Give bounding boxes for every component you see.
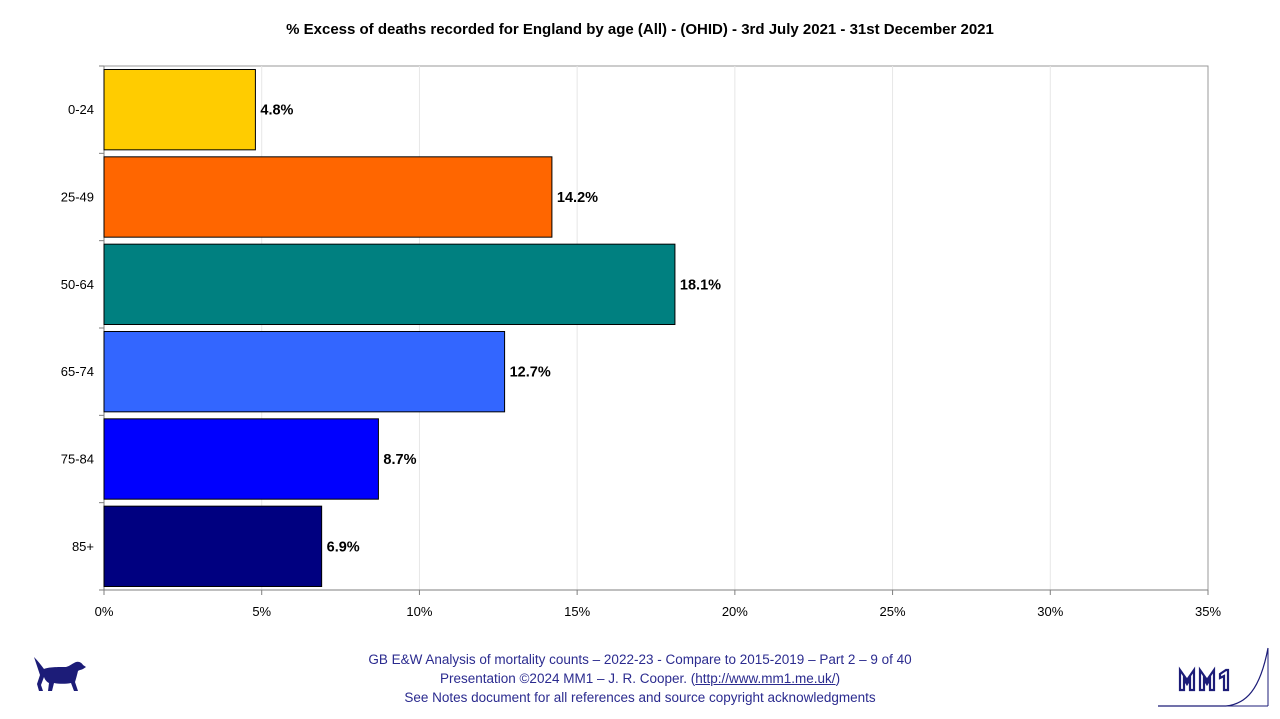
data-label: 12.7% <box>510 365 551 381</box>
plot-area <box>103 65 1209 591</box>
x-tick-label: 25% <box>880 604 906 619</box>
bar <box>103 243 676 326</box>
y-tick-label: 85+ <box>72 539 94 554</box>
chart-title: % Excess of deaths recorded for England … <box>286 21 994 38</box>
bar <box>103 505 323 588</box>
y-tick-label: 0-24 <box>68 102 94 117</box>
x-tick-label: 30% <box>1037 604 1063 619</box>
y-tick-label: 25-49 <box>61 190 94 205</box>
data-label: 6.9% <box>327 539 360 555</box>
y-tick-label: 50-64 <box>61 277 94 292</box>
x-tick-label: 5% <box>252 604 271 619</box>
x-tick-label: 35% <box>1195 604 1221 619</box>
data-label: 8.7% <box>383 452 416 468</box>
footer-link[interactable]: http://www.mm1.me.uk/ <box>695 671 836 686</box>
footer-copyright: Presentation ©2024 MM1 – J. R. Cooper. ( <box>439 671 696 686</box>
bar <box>103 330 506 413</box>
data-label: 4.8% <box>260 103 293 119</box>
bar <box>103 68 256 151</box>
y-tick-label: 65-74 <box>61 364 94 379</box>
x-tick-label: 10% <box>406 604 432 619</box>
bar <box>103 156 553 238</box>
y-tick-label: 75-84 <box>61 452 94 467</box>
footer-line-3: See Notes document for all references an… <box>404 690 876 705</box>
footer-line-2: Presentation ©2024 MM1 – J. R. Cooper. (… <box>0 669 1280 688</box>
x-tick-label: 0% <box>95 604 114 619</box>
x-tick-label: 20% <box>722 604 748 619</box>
bar <box>103 418 379 500</box>
data-label: 14.2% <box>557 190 598 206</box>
footer-close-paren: ) <box>835 671 841 686</box>
footer-line-1: GB E&W Analysis of mortality counts – 20… <box>368 652 912 667</box>
x-tick-label: 15% <box>564 604 590 619</box>
mm1-logo <box>1158 647 1269 707</box>
data-label: 18.1% <box>680 277 721 293</box>
dog-icon <box>34 657 86 691</box>
